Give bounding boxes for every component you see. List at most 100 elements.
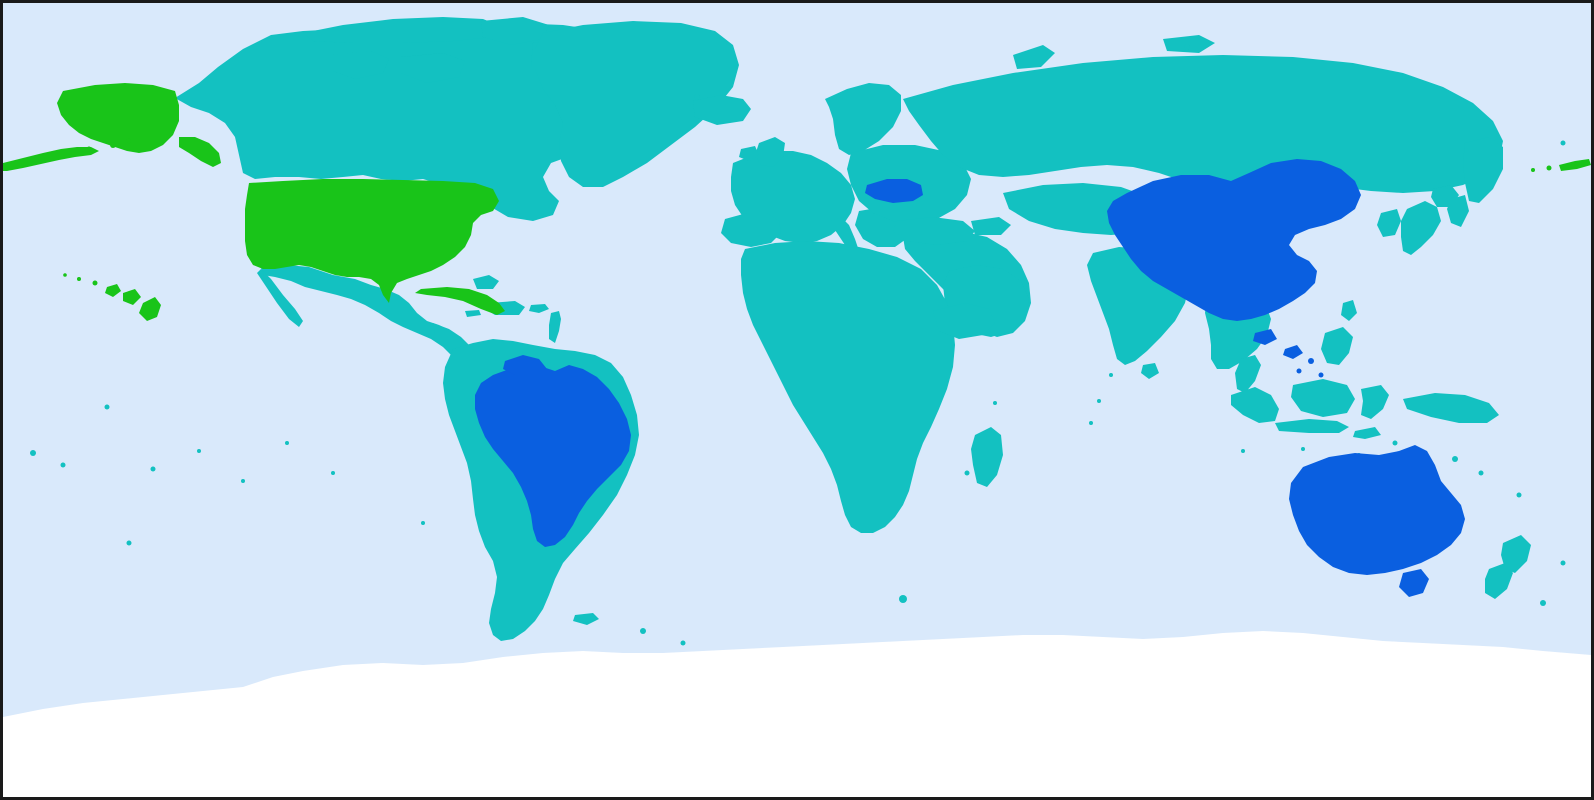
island-dot [30,450,36,456]
country-australia-islet [1392,564,1398,570]
country-usa-alaska-panhandle [179,137,221,167]
island-dot [1560,140,1566,146]
antarctica-layer [3,631,1591,797]
country-tasmania [1399,569,1429,597]
region-philippines [1321,327,1353,365]
antarctica-shelf-fragment [201,699,261,713]
country-usa-alaska [57,83,179,153]
country-china-islet [1296,368,1302,374]
region-arctic-islands [303,17,503,43]
region-horn-of-africa [933,303,995,339]
island-dot [1097,399,1101,403]
island-dot [197,449,201,453]
blue-highlight-layer [475,159,1465,597]
country-hungary [865,179,923,203]
country-usa-aleutians [3,147,99,171]
region-banks-island [333,51,389,79]
island-dot [1560,560,1566,566]
island-dot [1241,449,1245,453]
region-malay-peninsula [1235,355,1261,393]
region-bahamas [473,275,499,289]
aleutian-islet-wrap [1531,168,1535,172]
region-new-guinea [1403,393,1499,423]
country-usa-hawaii-3 [105,284,121,297]
region-taiwan [1341,300,1357,321]
island-dot [680,640,686,646]
country-china-hainan [1253,329,1277,345]
region-jamaica [465,310,481,317]
island-dot [150,466,156,472]
region-greenland [535,21,739,187]
region-ellesmere [481,17,549,45]
country-brazil-north [503,355,547,375]
island-dot [1184,44,1190,50]
hawaii-islet [92,280,98,286]
region-sumatra [1231,387,1279,423]
region-new-zealand [1501,535,1531,573]
island-dot [1516,492,1522,498]
antarctica-shelf-fragment-2 [91,721,163,735]
island-dot [60,462,66,468]
region-russia [903,55,1503,193]
region-turkey [893,217,975,245]
aleutian-islet [126,138,132,144]
island-dot [421,521,425,525]
country-cuba [415,287,505,315]
map-canvas [3,3,1591,797]
island-dot [285,441,289,445]
island-dot [104,404,110,410]
region-timor [1353,427,1381,439]
country-usa-hawaii-1 [139,297,161,321]
region-sri-lanka [1141,363,1159,379]
island-dot [1109,373,1113,377]
antarctica-shelf-fragment-3 [1273,645,1343,661]
country-australia [1289,445,1465,575]
country-china-islands [1283,345,1303,359]
island-dot [694,94,700,100]
island-dot [964,470,970,476]
country-brazil [475,365,631,547]
island-dot [1478,470,1484,476]
region-iceland [693,95,751,125]
island-dot [1452,456,1458,462]
region-novaya-zemlya [1013,45,1055,69]
island-dot [899,595,907,603]
country-usa-hawaii-2 [123,289,141,305]
region-kamchatka [1463,137,1503,203]
region-korea [1377,209,1401,237]
region-falklands [573,613,599,625]
antarctica-shelf-fragment-4 [1003,647,1063,659]
island-dot [1392,440,1398,446]
region-africa [741,241,955,533]
region-scandinavia [825,83,901,155]
region-lesser-antilles [549,311,561,343]
island-dot [993,401,997,405]
country-china-islet [1308,358,1314,364]
region-puerto-rico [529,304,549,313]
region-ireland [739,146,759,161]
island-dot [241,479,245,483]
region-baja [257,269,303,327]
antarctica-peninsula [563,681,643,703]
region-madagascar [971,427,1003,487]
island-dot [126,540,132,546]
island-dot [1540,600,1546,606]
region-severnaya [1163,35,1215,53]
hawaii-islet [77,277,81,281]
region-caucasus [971,217,1011,235]
island-dot [640,628,646,634]
region-victoria-island [401,53,465,83]
region-sulawesi [1361,385,1389,419]
country-china [1107,159,1361,321]
aleutian-islet [110,142,116,148]
island-dot [1301,447,1305,451]
region-antarctica [3,631,1591,797]
region-japan [1401,201,1441,255]
country-china-islet [1318,372,1324,378]
country-usa-contiguous [245,179,499,303]
island-dot [331,471,335,475]
region-new-zealand-south [1485,563,1513,599]
region-japan-north [1431,185,1459,207]
